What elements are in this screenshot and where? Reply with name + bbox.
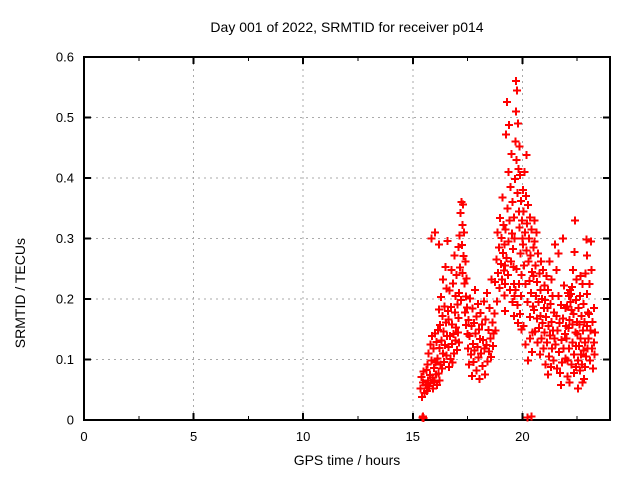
tick-label: 0.4 xyxy=(56,171,74,186)
tick-label: 0.3 xyxy=(56,231,74,246)
tick-label: 0.6 xyxy=(56,50,74,65)
tick-label: 0 xyxy=(67,413,74,428)
data-points xyxy=(416,77,600,423)
tick-label: 15 xyxy=(406,429,420,444)
tick-label: 0 xyxy=(80,429,87,444)
tick-label: 5 xyxy=(190,429,197,444)
tick-label: 0.2 xyxy=(56,292,74,307)
tick-marks xyxy=(83,56,610,421)
tick-label: 10 xyxy=(296,429,310,444)
tick-labels: 0 5 10 15 20 0 0.1 0.2 0.3 0.4 0.5 0.6 xyxy=(56,50,530,445)
scatter-plus-markers xyxy=(416,77,600,423)
tick-label: 0.5 xyxy=(56,110,74,125)
tick-label: 20 xyxy=(515,429,529,444)
x-axis-label: GPS time / hours xyxy=(293,452,401,468)
tick-label: 0.1 xyxy=(56,352,74,367)
chart-title: Day 001 of 2022, SRMTID for receiver p01… xyxy=(210,19,484,35)
